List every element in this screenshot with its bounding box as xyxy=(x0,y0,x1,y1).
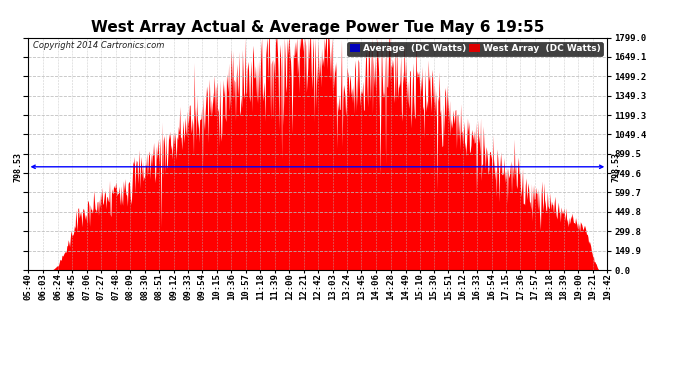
Legend: Average  (DC Watts), West Array  (DC Watts): Average (DC Watts), West Array (DC Watts… xyxy=(347,42,602,56)
Text: 798.53: 798.53 xyxy=(612,152,621,182)
Text: 798.53: 798.53 xyxy=(14,152,23,182)
Title: West Array Actual & Average Power Tue May 6 19:55: West Array Actual & Average Power Tue Ma… xyxy=(90,20,544,35)
Text: Copyright 2014 Cartronics.com: Copyright 2014 Cartronics.com xyxy=(33,41,165,50)
